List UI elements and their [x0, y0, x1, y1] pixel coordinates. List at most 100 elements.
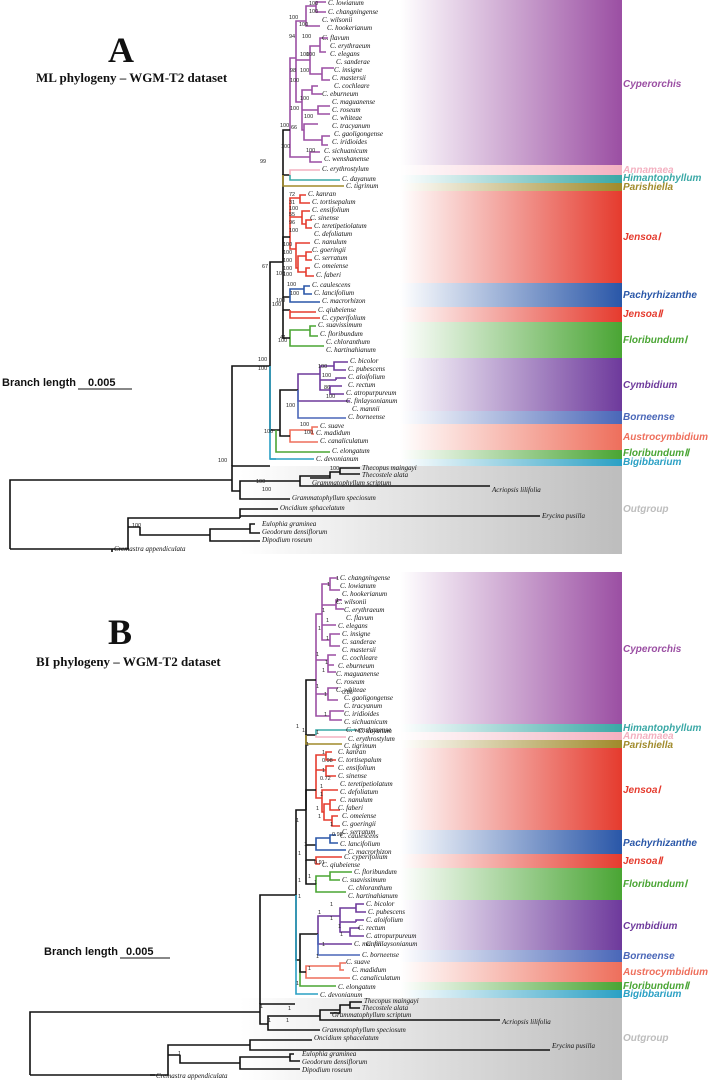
taxon-label: C. madidum — [352, 966, 386, 974]
support-value: 100 — [289, 228, 298, 234]
clade-label: Annamaea — [622, 731, 674, 742]
taxon-label: C. cochleare — [334, 82, 370, 90]
taxon-label: C. wilsonii — [336, 598, 366, 606]
taxon-label: C. atropurpureum — [366, 932, 416, 940]
taxon-label: C. gaoligongense — [334, 130, 383, 138]
support-value: 0.98 — [332, 832, 343, 838]
taxon-label: C. qiubeiense — [318, 306, 356, 314]
support-value: 100 — [290, 78, 299, 84]
support-value: 100 — [283, 242, 292, 248]
taxon-label: C. roseum — [332, 106, 361, 114]
taxon-label: C. mannii — [352, 405, 380, 413]
taxon-label: C. madidum — [316, 429, 350, 437]
panel-letter-b: B — [108, 612, 132, 652]
taxon-label: Thecopus maingayi — [364, 997, 419, 1005]
support-value: 100 — [289, 206, 298, 212]
clade-bands-b — [240, 572, 622, 1080]
taxon-label: Acriopsis lilifolia — [491, 486, 541, 494]
taxon-label: C. faberi — [316, 271, 341, 279]
taxon-label: C. changningense — [340, 574, 390, 582]
support-value: 100 — [302, 34, 311, 40]
support-value: 100 — [330, 466, 339, 472]
support-value: 1 — [322, 768, 325, 774]
taxon-label: C. suavissimum — [342, 876, 386, 884]
support-value: 0.91 — [314, 860, 325, 866]
support-value: 1 — [330, 916, 333, 922]
support-value: 1 — [260, 1004, 263, 1010]
support-value: 100 — [283, 250, 292, 256]
taxon-label: Erycina pusilla — [551, 1042, 595, 1050]
taxon-label: C. serratum — [314, 254, 347, 262]
taxon-label: C. hartinahianum — [348, 892, 398, 900]
taxon-label: C. serratum — [342, 828, 375, 836]
support-value: 1 — [302, 728, 305, 734]
taxon-label: C. defoliatum — [314, 230, 352, 238]
support-value: 100 — [256, 479, 265, 485]
support-value: 1 — [324, 712, 327, 718]
support-value: 100 — [264, 429, 273, 435]
taxon-label: C. lancifolium — [314, 289, 354, 297]
support-value: 100 — [283, 272, 292, 278]
support-value: 100 — [289, 15, 298, 21]
taxon-label: C. dayanum — [342, 175, 376, 183]
taxon-label: C. lowianum — [328, 0, 364, 7]
clade-label: Cyperorchis — [623, 79, 682, 90]
clade-label: Outgroup — [623, 504, 669, 515]
support-value: 1 — [306, 742, 309, 748]
taxon-label: C. ensifolium — [312, 206, 349, 214]
clade-bands-a — [240, 0, 622, 554]
taxon-label: C. gaoligongense — [344, 694, 393, 702]
support-value: 67 — [262, 264, 268, 270]
taxon-label: C. lancifolium — [340, 840, 380, 848]
support-value: 1 — [322, 942, 325, 948]
taxon-label: C. maguanense — [332, 98, 375, 106]
support-value: 100 — [299, 22, 308, 28]
taxon-label: Eulophia graminea — [261, 520, 317, 528]
taxon-label: C. mastersii — [342, 646, 376, 654]
support-value: 100 — [283, 266, 292, 272]
support-value: 1 — [318, 910, 321, 916]
taxon-label: C. whiteae — [332, 114, 362, 122]
taxon-label: C. elongatum — [338, 983, 376, 991]
clade-label: Pachyrhizanthe — [623, 290, 697, 301]
support-value: 94 — [289, 34, 295, 40]
taxon-label: C. omeiense — [314, 262, 348, 270]
taxon-label: C. mannii — [354, 940, 382, 948]
taxon-label: C. omeiense — [342, 812, 376, 820]
support-value: 100 — [280, 123, 289, 129]
scale-label-a: Branch length — [2, 377, 76, 389]
taxon-label: C. erythrostylum — [348, 735, 395, 743]
taxon-label: Geodorum densiflorum — [262, 528, 327, 536]
support-value: 1 — [318, 626, 321, 632]
support-value: 1 — [316, 652, 319, 658]
support-value: 1 — [286, 1018, 289, 1024]
support-value: 100 — [258, 357, 267, 363]
taxon-label: C. sichuanicum — [324, 147, 368, 155]
support-value: 86 — [324, 385, 330, 391]
taxon-label: C. pubescens — [368, 908, 405, 916]
support-value: 1 — [327, 582, 330, 588]
taxon-label: C. tracyanum — [332, 122, 370, 130]
taxon-label: C. insigne — [342, 630, 370, 638]
taxon-label: Acriopsis lilifolia — [501, 1018, 551, 1026]
taxon-label: C. faberi — [338, 804, 363, 812]
taxon-label: C. kanran — [308, 190, 337, 198]
taxon-label: C. macrorhizon — [322, 297, 366, 305]
support-value: 100 — [287, 282, 296, 288]
taxon-label: C. wenshanense — [346, 726, 391, 734]
taxon-label: C. borneense — [348, 413, 385, 421]
taxon-label: C. kanran — [338, 748, 367, 756]
support-value: 1 — [304, 842, 307, 848]
panel-a: Cyperorchis Annamaea Himantophyllum Pari… — [2, 0, 708, 554]
support-value: 1 — [318, 814, 321, 820]
taxon-label: C. roseum — [336, 678, 365, 686]
taxon-label: C. wenshanense — [324, 155, 369, 163]
tree-a — [9, 1, 540, 552]
support-value: 100 — [258, 366, 267, 372]
taxon-label: C. elongatum — [332, 447, 370, 455]
support-value: 100 — [132, 523, 141, 529]
taxon-label: C. aloifolium — [348, 373, 385, 381]
support-value: 1 — [298, 894, 301, 900]
